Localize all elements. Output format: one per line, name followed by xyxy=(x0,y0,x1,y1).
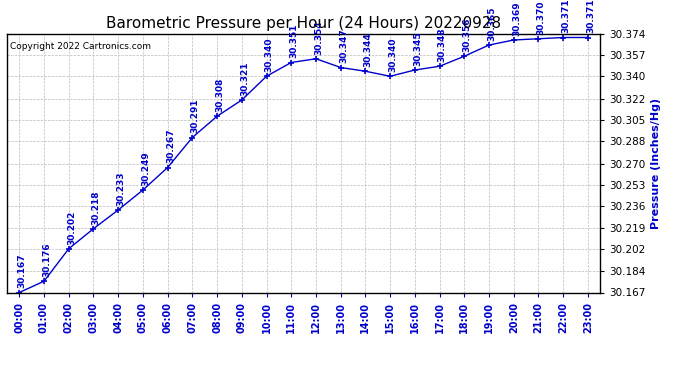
Text: 30.167: 30.167 xyxy=(17,254,26,288)
Text: 30.233: 30.233 xyxy=(117,171,126,206)
Text: 30.321: 30.321 xyxy=(240,62,249,96)
Text: 30.351: 30.351 xyxy=(290,24,299,58)
Text: 30.365: 30.365 xyxy=(487,6,496,41)
Text: 30.202: 30.202 xyxy=(67,210,76,244)
Text: 30.340: 30.340 xyxy=(388,38,397,72)
Text: 30.356: 30.356 xyxy=(462,18,471,52)
Text: 30.347: 30.347 xyxy=(339,28,348,63)
Y-axis label: Pressure (Inches/Hg): Pressure (Inches/Hg) xyxy=(651,98,661,229)
Text: 30.344: 30.344 xyxy=(364,32,373,67)
Text: 30.340: 30.340 xyxy=(265,38,274,72)
Text: 30.348: 30.348 xyxy=(438,27,447,62)
Text: 30.291: 30.291 xyxy=(190,99,199,134)
Text: 30.249: 30.249 xyxy=(141,151,150,186)
Text: 30.176: 30.176 xyxy=(42,243,51,277)
Text: 30.345: 30.345 xyxy=(413,31,422,66)
Text: 30.371: 30.371 xyxy=(562,0,571,33)
Text: 30.370: 30.370 xyxy=(537,0,546,34)
Text: 30.218: 30.218 xyxy=(92,190,101,225)
Text: Copyright 2022 Cartronics.com: Copyright 2022 Cartronics.com xyxy=(10,42,151,51)
Text: 30.354: 30.354 xyxy=(314,20,323,55)
Title: Barometric Pressure per Hour (24 Hours) 20220928: Barometric Pressure per Hour (24 Hours) … xyxy=(106,16,501,31)
Text: 30.369: 30.369 xyxy=(512,1,521,36)
Text: 30.267: 30.267 xyxy=(166,129,175,164)
Text: 30.308: 30.308 xyxy=(215,78,224,112)
Text: 30.371: 30.371 xyxy=(586,0,595,33)
